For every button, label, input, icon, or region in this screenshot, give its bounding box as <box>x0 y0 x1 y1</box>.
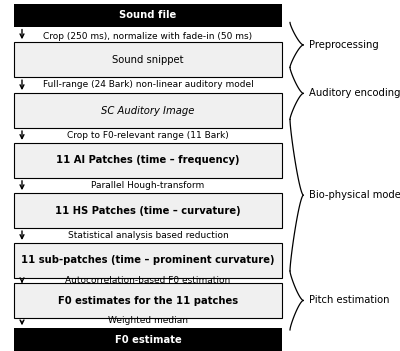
Text: F0 estimates for the 11 patches: F0 estimates for the 11 patches <box>58 296 238 306</box>
Text: Preprocessing: Preprocessing <box>309 40 379 50</box>
FancyBboxPatch shape <box>14 193 282 228</box>
Text: SC Auditory Image: SC Auditory Image <box>101 106 195 115</box>
FancyBboxPatch shape <box>14 143 282 178</box>
FancyBboxPatch shape <box>14 4 282 27</box>
FancyBboxPatch shape <box>14 93 282 128</box>
Text: 11 AI Patches (time – frequency): 11 AI Patches (time – frequency) <box>56 155 240 165</box>
Text: F0 estimate: F0 estimate <box>115 335 181 345</box>
Text: Sound file: Sound file <box>119 10 177 20</box>
FancyBboxPatch shape <box>14 42 282 77</box>
Text: Bio-physical modeling: Bio-physical modeling <box>309 190 400 200</box>
FancyBboxPatch shape <box>14 283 282 318</box>
Text: Autocorrelation-based F0 estimation: Autocorrelation-based F0 estimation <box>65 276 231 285</box>
Text: Crop (250 ms), normalize with fade-in (50 ms): Crop (250 ms), normalize with fade-in (5… <box>44 32 252 41</box>
FancyBboxPatch shape <box>14 243 282 278</box>
Text: Auditory encoding: Auditory encoding <box>309 88 400 98</box>
FancyBboxPatch shape <box>14 328 282 351</box>
Text: Pitch estimation: Pitch estimation <box>309 296 390 305</box>
Text: 11 HS Patches (time – curvature): 11 HS Patches (time – curvature) <box>55 206 241 216</box>
Text: Full-range (24 Bark) non-linear auditory model: Full-range (24 Bark) non-linear auditory… <box>43 80 253 90</box>
Text: 11 sub-patches (time – prominent curvature): 11 sub-patches (time – prominent curvatu… <box>21 256 275 265</box>
Text: Sound snippet: Sound snippet <box>112 55 184 65</box>
Text: Statistical analysis based reduction: Statistical analysis based reduction <box>68 231 228 240</box>
Text: Weighted median: Weighted median <box>108 316 188 325</box>
Text: Parallel Hough-transform: Parallel Hough-transform <box>91 181 205 190</box>
Text: Crop to F0-relevant range (11 Bark): Crop to F0-relevant range (11 Bark) <box>67 131 229 140</box>
